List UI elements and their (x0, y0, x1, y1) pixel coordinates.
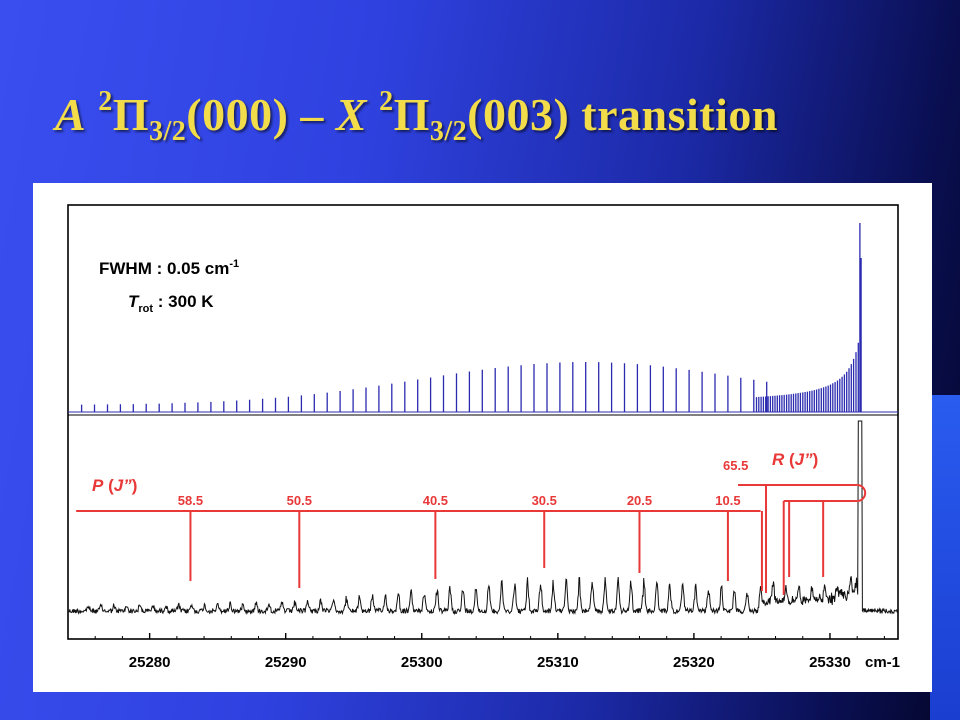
plot-frame (67, 204, 899, 640)
r-branch-label: R (J”) (772, 450, 818, 469)
p-line-label-40.5: 40.5 (423, 493, 448, 508)
x-tick-label-2: 25300 (401, 654, 443, 671)
title-state2-vib: (003) transition (467, 89, 778, 140)
title-sub-2: 3/2 (429, 116, 468, 147)
x-tick-label-4: 25320 (673, 654, 715, 671)
spectrum-chart: 25280 25290 25300 25310 25320 25330 cm-1 58.5… (67, 204, 900, 671)
r-branch-turn (857, 484, 867, 502)
simulated-spectrum (68, 223, 898, 413)
title-pi-1: Π (112, 89, 149, 140)
p-line-label-58.5: 58.5 (178, 493, 203, 508)
title-pi-2: Π (393, 89, 430, 140)
slide-title: A 2Π3/2(000) – X 2Π3/2(003) transition (55, 86, 778, 146)
x-tick-label-5: 25330 (809, 654, 851, 671)
simulated-lines (80, 223, 862, 412)
trot-annotation: Trot : 300 K (128, 292, 214, 315)
p-line-label-10.5: 10.5 (715, 493, 740, 508)
title-state-a: A (55, 89, 87, 140)
x-axis: 25280 25290 25300 25310 25320 25330 (67, 633, 885, 671)
experimental-trace (67, 420, 899, 616)
title-sub-1: 3/2 (148, 116, 187, 147)
x-tick-label-1: 25290 (265, 654, 307, 671)
title-sup-2: 2 (379, 86, 394, 117)
p-line-label-30.5: 30.5 (532, 493, 557, 508)
p-branch-label: P (J”) (92, 476, 137, 495)
decorative-bar (930, 395, 960, 720)
experimental-spectrum (67, 420, 899, 616)
line-assignments: 58.5 50.5 40.5 30.5 20.5 10.5 (76, 484, 867, 595)
p-line-label-50.5: 50.5 (287, 493, 312, 508)
title-state-x: X (335, 89, 368, 140)
x-tick-label-0: 25280 (129, 654, 171, 671)
x-axis-unit: cm-1 (865, 654, 900, 671)
spectrum-figure: 25280 25290 25300 25310 25320 25330 cm-1 58.5… (33, 183, 932, 692)
x-tick-label-3: 25310 (537, 654, 579, 671)
title-sup-1: 2 (98, 86, 113, 117)
r-branch-j-label: 65.5 (723, 458, 748, 473)
fwhm-annotation: FWHM : 0.05 cm-1 (99, 258, 239, 278)
p-line-label-20.5: 20.5 (627, 493, 652, 508)
title-state1-vib: (000) – (186, 89, 324, 140)
